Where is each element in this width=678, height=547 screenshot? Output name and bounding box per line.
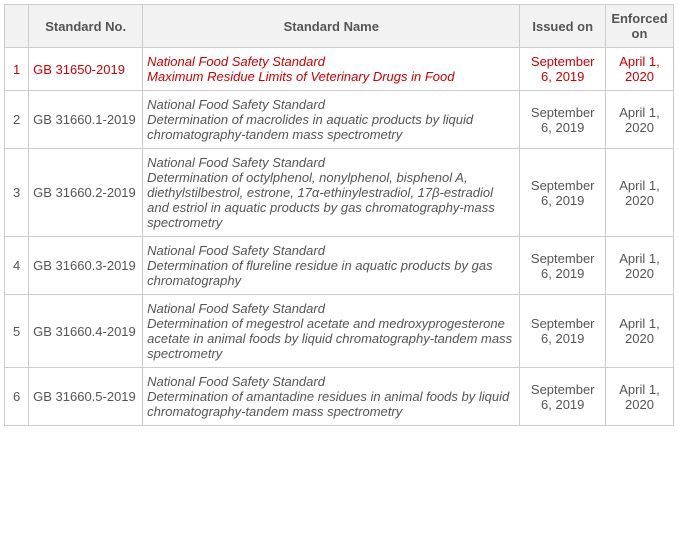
table-row: 6GB 31660.5-2019National Food Safety Sta… [5, 368, 674, 426]
cell-enforced-on: April 1, 2020 [605, 91, 673, 149]
cell-enforced-on: April 1, 2020 [605, 149, 673, 237]
standard-title: National Food Safety Standard [147, 243, 515, 258]
cell-standard-name: National Food Safety StandardMaximum Res… [143, 48, 520, 91]
cell-issued-on: September 6, 2019 [520, 91, 606, 149]
table-row: 5GB 31660.4-2019National Food Safety Sta… [5, 295, 674, 368]
table-row: 3GB 31660.2-2019National Food Safety Sta… [5, 149, 674, 237]
cell-issued-on: September 6, 2019 [520, 368, 606, 426]
cell-standard-no: GB 31660.1-2019 [29, 91, 143, 149]
cell-enforced-on: April 1, 2020 [605, 237, 673, 295]
cell-standard-no: GB 31660.2-2019 [29, 149, 143, 237]
standard-title: National Food Safety Standard [147, 54, 515, 69]
cell-standard-no: GB 31650-2019 [29, 48, 143, 91]
standard-title: National Food Safety Standard [147, 374, 515, 389]
cell-issued-on: September 6, 2019 [520, 48, 606, 91]
cell-index: 5 [5, 295, 29, 368]
cell-standard-no: GB 31660.4-2019 [29, 295, 143, 368]
table-row: 1GB 31650-2019National Food Safety Stand… [5, 48, 674, 91]
col-header-enforced-on: Enforced on [605, 5, 673, 48]
cell-standard-no: GB 31660.5-2019 [29, 368, 143, 426]
table-row: 2GB 31660.1-2019National Food Safety Sta… [5, 91, 674, 149]
standard-description: Maximum Residue Limits of Veterinary Dru… [147, 69, 515, 84]
cell-standard-name: National Food Safety StandardDeterminati… [143, 237, 520, 295]
cell-index: 2 [5, 91, 29, 149]
cell-issued-on: September 6, 2019 [520, 237, 606, 295]
cell-index: 1 [5, 48, 29, 91]
cell-enforced-on: April 1, 2020 [605, 295, 673, 368]
standard-description: Determination of megestrol acetate and m… [147, 316, 515, 361]
cell-standard-no: GB 31660.3-2019 [29, 237, 143, 295]
standard-title: National Food Safety Standard [147, 97, 515, 112]
cell-issued-on: September 6, 2019 [520, 295, 606, 368]
cell-index: 4 [5, 237, 29, 295]
cell-standard-name: National Food Safety StandardDeterminati… [143, 368, 520, 426]
cell-standard-name: National Food Safety StandardDeterminati… [143, 91, 520, 149]
col-header-standard-name: Standard Name [143, 5, 520, 48]
table-header-row: Standard No. Standard Name Issued on Enf… [5, 5, 674, 48]
standard-description: Determination of macrolides in aquatic p… [147, 112, 515, 142]
cell-index: 3 [5, 149, 29, 237]
standard-description: Determination of flureline residue in aq… [147, 258, 515, 288]
cell-standard-name: National Food Safety StandardDeterminati… [143, 295, 520, 368]
col-header-standard-no: Standard No. [29, 5, 143, 48]
standard-title: National Food Safety Standard [147, 155, 515, 170]
standard-description: Determination of amantadine residues in … [147, 389, 515, 419]
table-row: 4GB 31660.3-2019National Food Safety Sta… [5, 237, 674, 295]
cell-enforced-on: April 1, 2020 [605, 48, 673, 91]
cell-index: 6 [5, 368, 29, 426]
cell-enforced-on: April 1, 2020 [605, 368, 673, 426]
cell-issued-on: September 6, 2019 [520, 149, 606, 237]
standard-description: Determination of octylphenol, nonylpheno… [147, 170, 515, 230]
cell-standard-name: National Food Safety StandardDeterminati… [143, 149, 520, 237]
col-header-index [5, 5, 29, 48]
col-header-issued-on: Issued on [520, 5, 606, 48]
standard-title: National Food Safety Standard [147, 301, 515, 316]
standards-table: Standard No. Standard Name Issued on Enf… [4, 4, 674, 426]
